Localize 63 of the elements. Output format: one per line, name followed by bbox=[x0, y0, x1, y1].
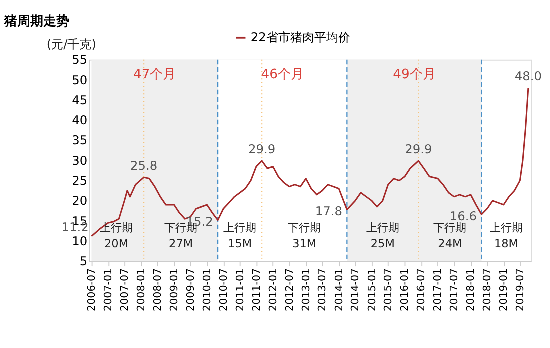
x-tick-label: 2009-01 bbox=[168, 268, 181, 312]
data-label: 29.9 bbox=[405, 142, 432, 157]
x-tick-label: 2008-07 bbox=[152, 268, 164, 312]
data-label: 25.8 bbox=[130, 159, 158, 174]
y-tick-label: 5 bbox=[80, 254, 88, 269]
annotation: 31M bbox=[292, 237, 317, 250]
annotation: 上行期 bbox=[100, 221, 134, 234]
annotation: 18M bbox=[494, 237, 518, 250]
x-tick-label: 2008-01 bbox=[136, 268, 148, 312]
x-tick-label: 2013-01 bbox=[300, 268, 312, 312]
x-tick-label: 2016-01 bbox=[399, 268, 412, 312]
legend-label: 22省市猪肉平均价 bbox=[250, 30, 350, 45]
x-tick-label: 2015-07 bbox=[382, 268, 395, 312]
x-tick-label: 2018-07 bbox=[482, 268, 494, 312]
y-tick-label: 45 bbox=[72, 93, 88, 108]
x-tick-label: 2018-01 bbox=[465, 268, 478, 312]
data-label: 29.9 bbox=[248, 142, 276, 157]
annotation: 27M bbox=[169, 237, 194, 250]
y-tick-label: 40 bbox=[72, 114, 88, 128]
x-tick-label: 2012-01 bbox=[267, 268, 280, 312]
y-tick-label: 55 bbox=[72, 53, 88, 68]
y-tick-label: 25 bbox=[72, 174, 88, 188]
band-label: 49个月 bbox=[393, 68, 436, 83]
annotation: 上行期 bbox=[224, 221, 257, 234]
x-tick-label: 2012-07 bbox=[284, 268, 296, 312]
annotation: 上行期 bbox=[490, 221, 523, 234]
x-tick-label: 2019-07 bbox=[514, 268, 526, 312]
x-tick-label: 2016-07 bbox=[416, 268, 428, 312]
x-tick-label: 2017-01 bbox=[432, 268, 444, 312]
x-tick-label: 2007-07 bbox=[118, 268, 131, 312]
data-label: 48.0 bbox=[514, 70, 542, 84]
x-tick-label: 2010-01 bbox=[202, 268, 214, 312]
x-tick-label: 2017-07 bbox=[448, 268, 461, 312]
y-tick-label: 50 bbox=[72, 73, 88, 88]
x-tick-label: 2019-01 bbox=[498, 268, 510, 312]
y-axis-title: (元/千克) bbox=[46, 38, 96, 52]
y-tick-label: 30 bbox=[72, 154, 88, 168]
band-label: 47个月 bbox=[134, 68, 176, 83]
annotation: 15M bbox=[228, 237, 252, 250]
annotation: 上行期 bbox=[366, 221, 400, 234]
y-tick-label: 10 bbox=[72, 234, 88, 248]
x-tick-label: 2007-01 bbox=[102, 268, 115, 312]
annotation: 下行期 bbox=[434, 221, 467, 234]
y-tick-label: 20 bbox=[72, 194, 88, 208]
x-tick-label: 2011-01 bbox=[234, 268, 246, 312]
x-tick-label: 2010-07 bbox=[218, 268, 230, 312]
annotation: 20M bbox=[104, 237, 129, 250]
x-tick-label: 2014-01 bbox=[333, 268, 346, 312]
x-tick-label: 2011-07 bbox=[250, 268, 263, 312]
x-tick-label: 2015-01 bbox=[366, 268, 378, 312]
x-tick-label: 2014-07 bbox=[350, 268, 362, 312]
x-tick-label: 2009-07 bbox=[184, 268, 197, 312]
x-tick-label: 2006-07 bbox=[86, 268, 98, 312]
data-label: 16.6 bbox=[450, 209, 478, 224]
band-label: 46个月 bbox=[261, 68, 304, 83]
annotation: 25M bbox=[370, 237, 395, 250]
chart-title: 猪周期走势 bbox=[4, 13, 70, 30]
data-label: 17.8 bbox=[315, 204, 342, 218]
annotation: 24M bbox=[438, 237, 462, 250]
annotation: 下行期 bbox=[288, 221, 322, 234]
y-tick-label: 35 bbox=[72, 134, 88, 148]
line-series bbox=[90, 87, 530, 238]
x-tick-label: 2013-07 bbox=[316, 268, 329, 312]
